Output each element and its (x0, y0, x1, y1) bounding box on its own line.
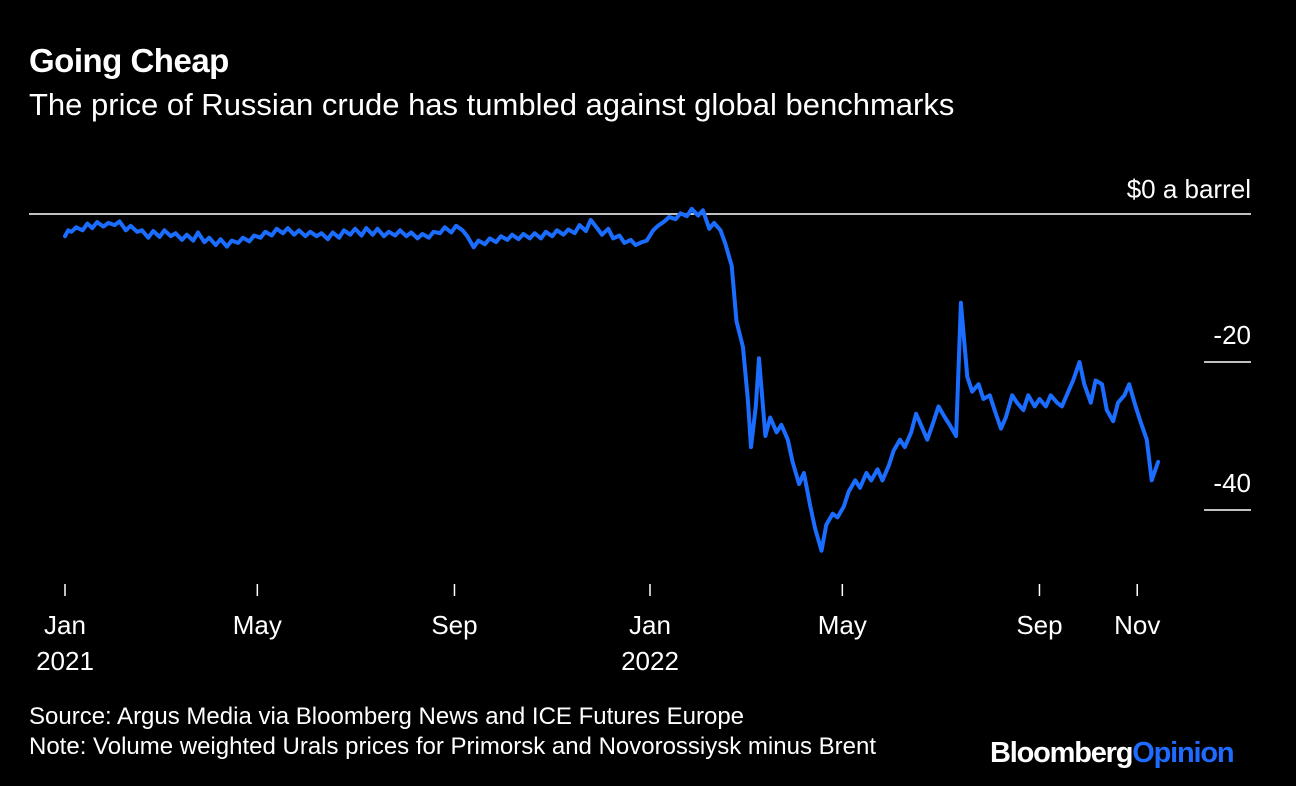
chart-subtitle: The price of Russian crude has tumbled a… (29, 87, 955, 122)
y-tick-label-0: $0 a barrel (1127, 174, 1251, 204)
x-tick-label: Sep (1016, 610, 1062, 640)
x-tick-label: Sep (431, 610, 477, 640)
x-tick-label: Jan (629, 610, 671, 640)
x-tick-label: May (233, 610, 282, 640)
methodology-note: Note: Volume weighted Urals prices for P… (29, 733, 876, 760)
urals-brent-spread-line (63, 206, 1161, 553)
source-note: Source: Argus Media via Bloomberg News a… (29, 703, 745, 730)
chart-title: Going Cheap (29, 42, 229, 79)
bloomberg-opinion-logo: BloombergOpinion (990, 737, 1235, 770)
x-tick-year-label: 2021 (36, 646, 94, 676)
x-tick-year-label: 2022 (621, 646, 679, 676)
brand-part-bloomberg: Bloomberg (990, 737, 1133, 769)
x-tick-label: Jan (44, 610, 86, 640)
y-tick-label: -40 (1213, 468, 1251, 498)
brand-part-opinion: Opinion (1132, 737, 1234, 769)
x-tick-label: Nov (1114, 610, 1160, 640)
x-tick-label: May (818, 610, 867, 640)
y-tick-label: -20 (1213, 320, 1251, 350)
line-chart: $0 a barrel -20 -40 Jan 2021 May Sep Jan 2022 May… (29, 174, 1251, 676)
